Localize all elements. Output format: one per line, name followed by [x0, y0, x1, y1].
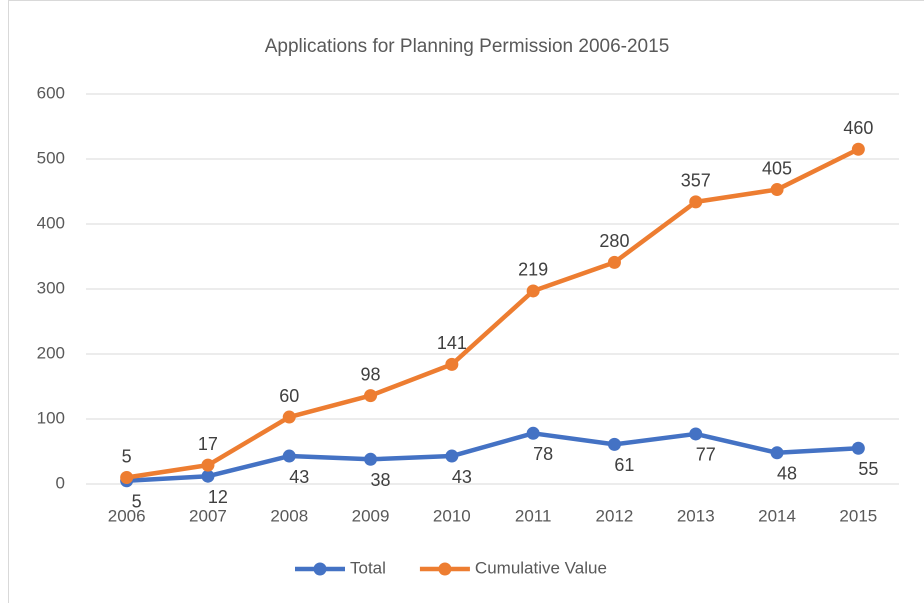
x-tick-label: 2008	[270, 506, 308, 525]
data-label: 141	[437, 333, 467, 353]
data-label: 17	[198, 434, 218, 454]
legend-label: Cumulative Value	[475, 558, 607, 577]
x-tick-label: 2010	[433, 506, 471, 525]
marker	[851, 441, 865, 455]
data-label: 78	[533, 444, 553, 464]
data-label: 5	[122, 446, 132, 466]
chart-border	[8, 0, 924, 603]
data-label: 219	[518, 260, 548, 280]
data-label: 43	[452, 467, 472, 487]
x-tick-label: 2007	[189, 506, 227, 525]
marker	[526, 284, 540, 298]
data-label: 77	[696, 445, 716, 465]
marker	[201, 458, 215, 472]
chart-title: Applications for Planning Permission 200…	[265, 36, 670, 57]
marker	[120, 471, 134, 484]
data-label: 98	[361, 364, 381, 384]
y-tick-label: 600	[37, 83, 65, 102]
y-tick-label: 100	[37, 408, 65, 427]
marker	[526, 426, 540, 440]
marker	[770, 183, 784, 197]
data-label: 5	[132, 492, 142, 512]
data-label: 405	[762, 158, 792, 178]
data-label: 38	[371, 470, 391, 490]
x-tick-label: 2006	[108, 506, 146, 525]
line	[126, 147, 860, 480]
marker	[607, 255, 621, 269]
legend-marker	[438, 562, 452, 576]
marker	[364, 389, 378, 403]
legend-label: Total	[350, 558, 386, 577]
x-tick-label: 2014	[758, 506, 796, 525]
marker	[282, 449, 296, 463]
y-tick-label: 400	[37, 213, 65, 232]
marker	[445, 449, 459, 463]
y-tick-label: 500	[37, 148, 65, 167]
marker	[282, 410, 296, 424]
marker	[689, 427, 703, 441]
x-tick-label: 2011	[515, 506, 552, 525]
data-label: 43	[289, 467, 309, 487]
marker	[851, 142, 865, 156]
line	[126, 431, 859, 483]
data-label: 460	[843, 118, 873, 138]
y-tick-label: 0	[56, 473, 65, 492]
data-label: 60	[279, 386, 299, 406]
data-label: 61	[614, 455, 634, 475]
y-tick-label: 300	[37, 278, 65, 297]
data-label: 48	[777, 464, 797, 484]
data-label: 55	[858, 459, 878, 479]
x-tick-label: 2015	[839, 506, 877, 525]
marker	[770, 446, 784, 460]
marker	[445, 357, 459, 371]
data-label: 280	[599, 231, 629, 251]
marker	[201, 469, 215, 483]
marker	[364, 452, 378, 466]
marker	[689, 195, 703, 209]
x-tick-label: 2013	[677, 506, 715, 525]
data-label: 12	[208, 487, 228, 507]
x-tick-label: 2009	[352, 506, 390, 525]
x-tick-label: 2012	[596, 506, 634, 525]
data-label: 357	[681, 171, 711, 191]
legend-marker	[313, 562, 327, 576]
marker	[607, 437, 621, 451]
y-tick-label: 200	[37, 343, 65, 362]
